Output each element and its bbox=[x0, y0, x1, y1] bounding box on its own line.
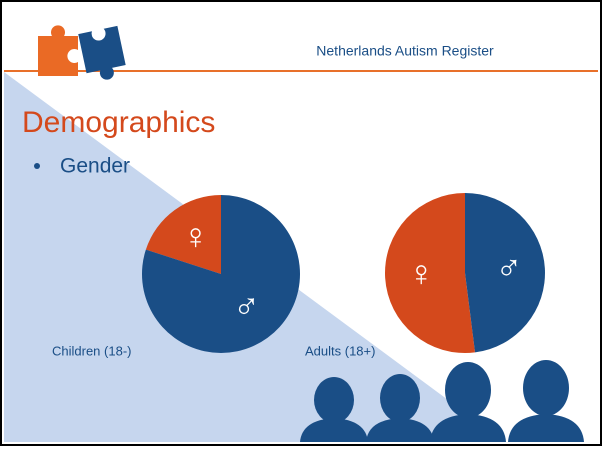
slice-symbol: ♀ bbox=[182, 215, 209, 256]
slice-symbol: ♂ bbox=[233, 286, 260, 327]
slice-symbol: ♀ bbox=[408, 252, 435, 293]
bullet-text: Gender bbox=[60, 155, 130, 178]
chart-label: Children (18-) bbox=[52, 343, 131, 358]
slide: Netherlands Autism Register Demographics… bbox=[0, 0, 602, 446]
slide-title: Demographics bbox=[22, 106, 215, 139]
chart-label: Adults (18+) bbox=[305, 343, 375, 358]
bullet-dot bbox=[34, 163, 40, 169]
header-title: Netherlands Autism Register bbox=[316, 43, 494, 59]
slice-symbol: ♂ bbox=[495, 247, 522, 288]
